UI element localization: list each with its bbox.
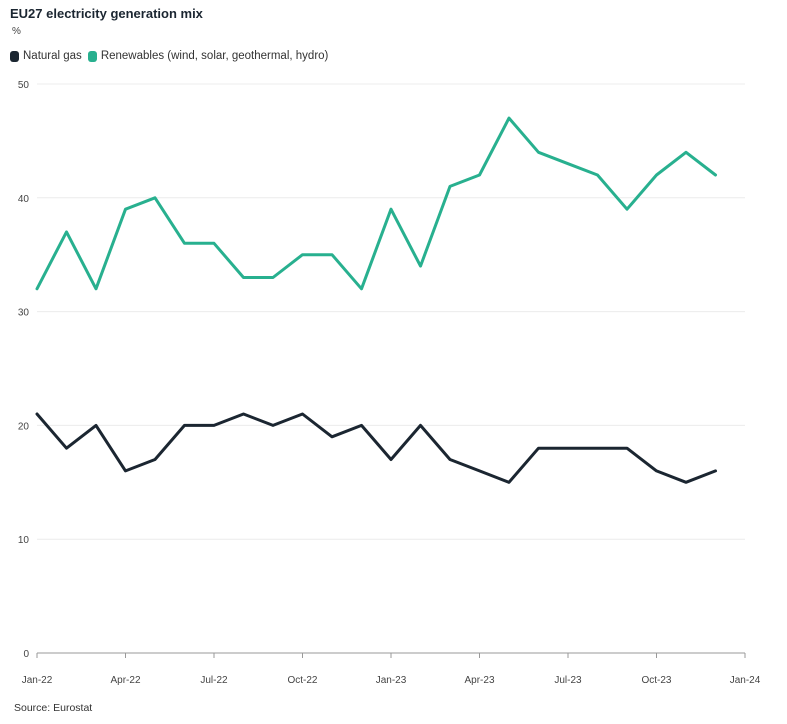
series-line-natural-gas (35, 412, 717, 484)
x-tick-label: Apr-22 (110, 675, 140, 686)
unit-label: % (12, 26, 21, 37)
y-tick-label: 50 (18, 80, 30, 91)
y-tick-label: 40 (18, 194, 30, 205)
y-tick-label: 20 (18, 421, 30, 432)
legend-swatch-natural-gas (10, 50, 19, 62)
legend-label-renewables: Renewables (wind, solar, geothermal, hyd… (100, 50, 329, 62)
legend-swatch-renewables (87, 50, 97, 62)
chart-title: EU27 electricity generation mix (10, 6, 203, 21)
x-tick-label: Oct-22 (287, 675, 317, 686)
y-tick-label: 10 (18, 535, 30, 546)
legend: Natural gas Renewables (wind, solar, geo… (10, 50, 334, 62)
series-line-renewables (35, 116, 717, 291)
legend-item-natural-gas[interactable]: Natural gas (10, 50, 82, 62)
legend-item-renewables[interactable]: Renewables (wind, solar, geothermal, hyd… (87, 50, 329, 62)
x-tick-label: Jan-23 (376, 675, 407, 686)
x-tick-label: Jan-22 (22, 675, 53, 686)
legend-label-natural-gas: Natural gas (23, 50, 82, 62)
x-tick-label: Jul-23 (554, 675, 582, 686)
x-tick-label: Jul-22 (200, 675, 228, 686)
x-tick-label: Oct-23 (641, 675, 671, 686)
x-tick-label: Jan-24 (730, 675, 761, 686)
y-tick-label: 0 (23, 649, 29, 660)
source-note: Source: Eurostat (14, 702, 93, 714)
x-tick-label: Apr-23 (464, 675, 494, 686)
y-tick-label: 30 (18, 308, 30, 319)
